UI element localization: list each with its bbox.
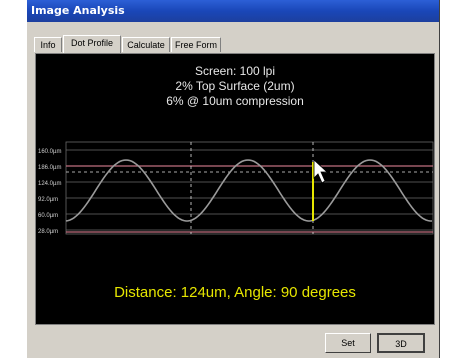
set-button[interactable]: Set [325,333,371,353]
set-button-label: Set [341,338,355,348]
y-tick-label: 124.0µm [38,181,61,187]
y-tick-label: 28.0µm [38,229,58,235]
three-d-button[interactable]: 3D [377,333,425,353]
dot-profile-panel: Screen: 100 lpi 2% Top Surface (2um) 6% … [35,53,435,325]
tab-info[interactable]: Info [34,37,62,52]
title-bar[interactable]: Image Analysis [27,0,439,22]
tab-strip: Info Dot Profile Calculate Free Form [34,35,434,53]
tab-label: Calculate [127,40,165,50]
window-title: Image Analysis [31,4,125,17]
tab-label: Free Form [174,40,217,50]
header-screen: Screen: 100 lpi [194,64,276,78]
cursor-arrow-icon [313,159,329,184]
dot-profile-chart[interactable]: 160.0µm 186.0µm 124.0µm 92.0µm 60.0µm 28.0µm [36,54,436,326]
y-tick-label: 160.0µm [38,149,61,155]
tab-calculate[interactable]: Calculate [122,37,170,52]
plot-frame [65,141,434,235]
y-tick-label: 60.0µm [38,213,58,219]
profile-curve [65,159,432,222]
y-tick-label: 186.0µm [38,165,61,171]
tab-label: Info [40,40,56,50]
y-tick-label: 92.0µm [38,197,58,203]
header-top-surface: 2% Top Surface (2um) [175,79,295,93]
header-compression: 6% @ 10um compression [166,94,304,108]
tab-free-form[interactable]: Free Form [171,37,221,52]
three-d-button-label: 3D [395,339,407,349]
distance-readout: Distance: 124um, Angle: 90 degrees [114,284,356,301]
tab-label: Dot Profile [70,38,114,48]
tab-dot-profile[interactable]: Dot Profile [63,35,121,53]
image-analysis-window: Image Analysis Info Dot Profile Calculat… [26,0,440,358]
